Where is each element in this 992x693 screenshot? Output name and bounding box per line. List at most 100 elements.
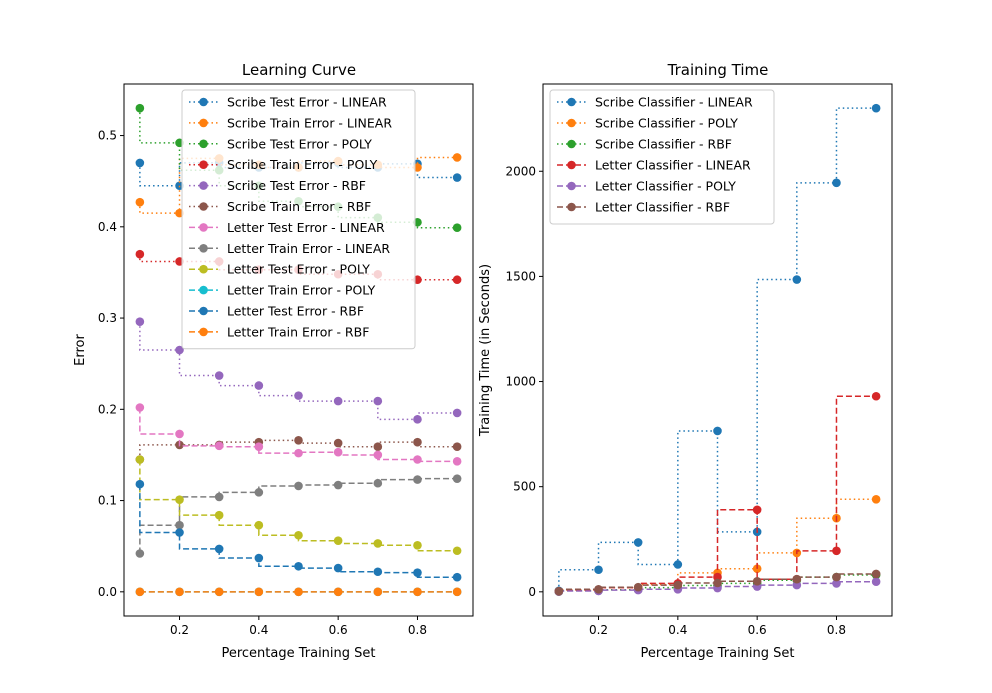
data-point	[333, 563, 343, 573]
data-point	[832, 579, 841, 588]
data-point	[413, 587, 422, 597]
y-tick-label: 1000	[505, 375, 536, 389]
series-6	[554, 569, 881, 596]
legend-swatch-marker	[567, 202, 576, 212]
data-point	[452, 408, 462, 418]
series-12	[135, 587, 462, 597]
legend-swatch-marker	[199, 306, 208, 316]
legend-box	[549, 89, 775, 225]
data-point	[554, 586, 564, 596]
legend-item: Letter Test Error - LINEAR	[189, 220, 385, 235]
data-point	[752, 577, 762, 586]
data-point	[452, 572, 462, 582]
data-point	[333, 438, 343, 448]
data-point	[135, 317, 145, 327]
axis-ticks: 0.2 0.4 0.6 0.8 0.0 0.1 0.2 0.3 0.4 0.5	[98, 129, 427, 637]
y-tick-label: 0	[528, 585, 536, 599]
data-point	[214, 371, 224, 380]
data-point	[254, 442, 264, 452]
series-line	[558, 107, 877, 591]
chart-title: Learning Curve	[242, 61, 356, 79]
data-point	[594, 584, 603, 594]
data-point	[792, 275, 802, 284]
legend-label: Letter Classifier - POLY	[595, 179, 736, 194]
legend-swatch-marker	[199, 118, 208, 128]
data-point	[294, 448, 303, 458]
data-point	[373, 567, 383, 577]
data-point	[135, 103, 145, 113]
series-line	[139, 321, 458, 421]
data-point	[373, 478, 383, 488]
legend-label: Scribe Train Error - RBF	[227, 199, 371, 214]
y-tick-label: 500	[513, 480, 536, 494]
data-point	[871, 577, 881, 587]
data-point	[214, 544, 224, 554]
series-line	[139, 407, 458, 463]
x-axis-label: Percentage Training Set	[640, 646, 794, 661]
legend-swatch-marker	[199, 97, 208, 107]
data-point	[832, 572, 841, 582]
data-point	[373, 442, 383, 452]
legend-item: Scribe Train Error - POLY	[189, 157, 378, 172]
y-tick-label: 0.0	[98, 585, 117, 599]
legend-item: Scribe Train Error - LINEAR	[189, 115, 392, 130]
legend-item: Letter Classifier - POLY	[557, 179, 736, 194]
data-point	[871, 391, 881, 401]
y-tick-label: 1500	[505, 269, 536, 283]
legend-item: Scribe Test Error - LINEAR	[189, 95, 387, 110]
legend-swatch-marker	[567, 160, 576, 170]
legend-item: Letter Test Error - POLY	[189, 262, 370, 277]
x-tick-label: 0.8	[827, 623, 846, 637]
legend-item: Scribe Classifier - LINEAR	[557, 95, 753, 110]
legend-label: Scribe Classifier - LINEAR	[595, 95, 753, 110]
legend-box	[181, 89, 416, 350]
legend-item: Scribe Test Error - RBF	[189, 178, 366, 193]
legend-label: Scribe Test Error - RBF	[227, 178, 366, 193]
plot-frame	[542, 83, 893, 617]
data-point	[871, 494, 881, 504]
legend-item: Scribe Classifier - POLY	[557, 116, 738, 131]
series-11	[135, 479, 462, 582]
data-point	[294, 530, 303, 540]
data-point	[175, 587, 184, 597]
x-tick-label: 0.4	[668, 623, 687, 637]
data-point	[214, 510, 224, 520]
data-point	[452, 546, 462, 556]
series-layer	[554, 103, 881, 596]
data-point	[673, 560, 683, 569]
data-point	[413, 415, 422, 424]
data-point	[792, 580, 802, 590]
data-point	[871, 569, 881, 579]
legend-swatch-marker	[199, 285, 208, 295]
legend-label: Letter Train Error - LINEAR	[227, 241, 390, 256]
x-tick-label: 0.6	[329, 623, 348, 637]
data-point	[135, 455, 145, 464]
data-point	[792, 574, 802, 584]
chart-title: Training Time	[667, 61, 769, 79]
data-point	[135, 403, 145, 412]
legend-swatch-marker	[199, 244, 208, 253]
data-point	[452, 173, 462, 182]
legend-swatch-marker	[567, 97, 576, 107]
data-point	[175, 520, 184, 530]
data-point	[713, 572, 722, 582]
y-tick-label: 0.1	[98, 494, 117, 508]
training-time-chart: Training Time 0.2 0.4 0.6 0.8 0 500 1000 1500 20…	[478, 61, 893, 661]
y-tick-label: 0.4	[98, 220, 117, 234]
data-point	[333, 447, 343, 457]
legend-item: Scribe Test Error - POLY	[189, 136, 372, 151]
data-point	[373, 587, 383, 597]
data-point	[175, 429, 184, 439]
data-point	[254, 587, 264, 597]
legend-label: Scribe Classifier - RBF	[595, 137, 732, 152]
data-point	[175, 528, 184, 537]
data-point	[713, 426, 722, 436]
y-tick-label: 0.3	[98, 311, 117, 325]
legend-item: Letter Classifier - RBF	[557, 200, 730, 215]
data-point	[452, 457, 462, 466]
data-point	[633, 538, 643, 547]
data-point	[452, 474, 462, 483]
legend-swatch-marker	[567, 139, 576, 149]
